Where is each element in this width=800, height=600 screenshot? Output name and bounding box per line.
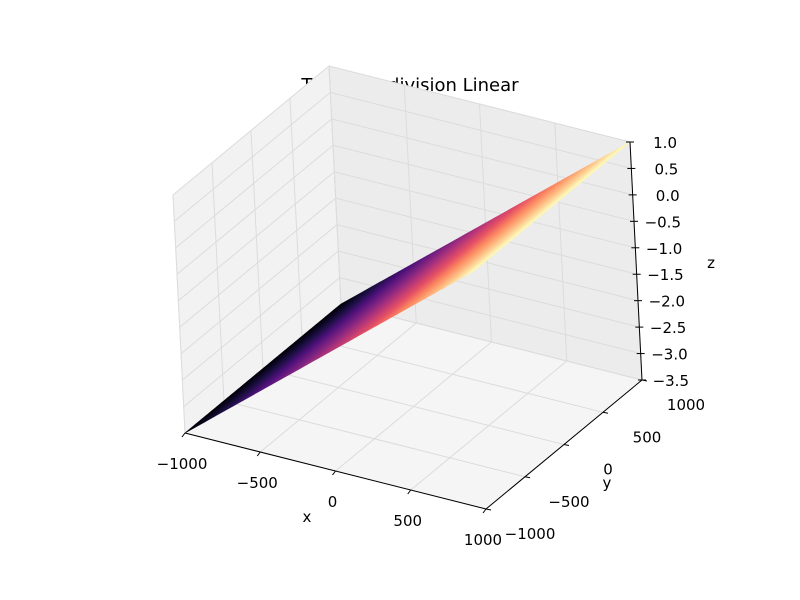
z-tick-label: −1.5 <box>647 266 683 284</box>
y-tick-label: 1000 <box>667 396 705 414</box>
grid-line-z <box>173 91 632 222</box>
y-tick-mark <box>524 476 531 479</box>
y-tick-label: 500 <box>633 428 662 446</box>
x-tick-mark <box>181 432 186 438</box>
y-tick-mark <box>485 508 492 511</box>
x-tick-mark <box>256 451 261 457</box>
z-tick-label: 0.5 <box>654 160 678 178</box>
z-tick-label: −1.0 <box>646 240 682 258</box>
grid-line-z <box>172 65 631 196</box>
y-tick-label: 0 <box>603 461 613 479</box>
z-tick-label: 0.0 <box>656 187 680 205</box>
y-axis-label: y <box>603 474 612 492</box>
grid-line-z <box>179 197 637 328</box>
grid-line-z <box>181 250 640 381</box>
x-tick-label: 500 <box>393 512 422 530</box>
x-axis-label: x <box>303 508 312 526</box>
x-tick-label: −500 <box>237 474 278 492</box>
x-tick-mark <box>332 470 336 476</box>
z-tick-label: −2.0 <box>649 293 685 311</box>
y-tick-mark <box>563 444 570 446</box>
surface-patch <box>464 266 480 277</box>
grid-line-z <box>180 224 639 355</box>
y-tick-label: −500 <box>548 493 589 511</box>
y-tick-mark <box>602 411 609 414</box>
z-tick-label: −0.5 <box>645 213 681 231</box>
z-tick-label: −2.5 <box>650 319 686 337</box>
grid-line-z <box>183 277 641 407</box>
x-tick-label: 0 <box>328 493 338 511</box>
x-tick-mark <box>407 489 412 495</box>
z-tick-label: −3.5 <box>653 372 689 390</box>
tick-marks <box>181 141 648 514</box>
z-axis-line <box>629 141 643 381</box>
x-tick-mark <box>482 508 487 514</box>
grid-line-z <box>175 118 633 249</box>
z-axis-label: z <box>707 254 715 272</box>
x-tick-label: −1000 <box>157 455 208 473</box>
y-tick-label: −1000 <box>505 525 556 543</box>
grid-line-z <box>177 171 636 302</box>
z-tick-label: 1.0 <box>653 134 677 152</box>
z-tick-label: −3.0 <box>651 346 687 364</box>
surface-plot <box>184 141 631 434</box>
x-tick-label: 1000 <box>464 531 502 549</box>
